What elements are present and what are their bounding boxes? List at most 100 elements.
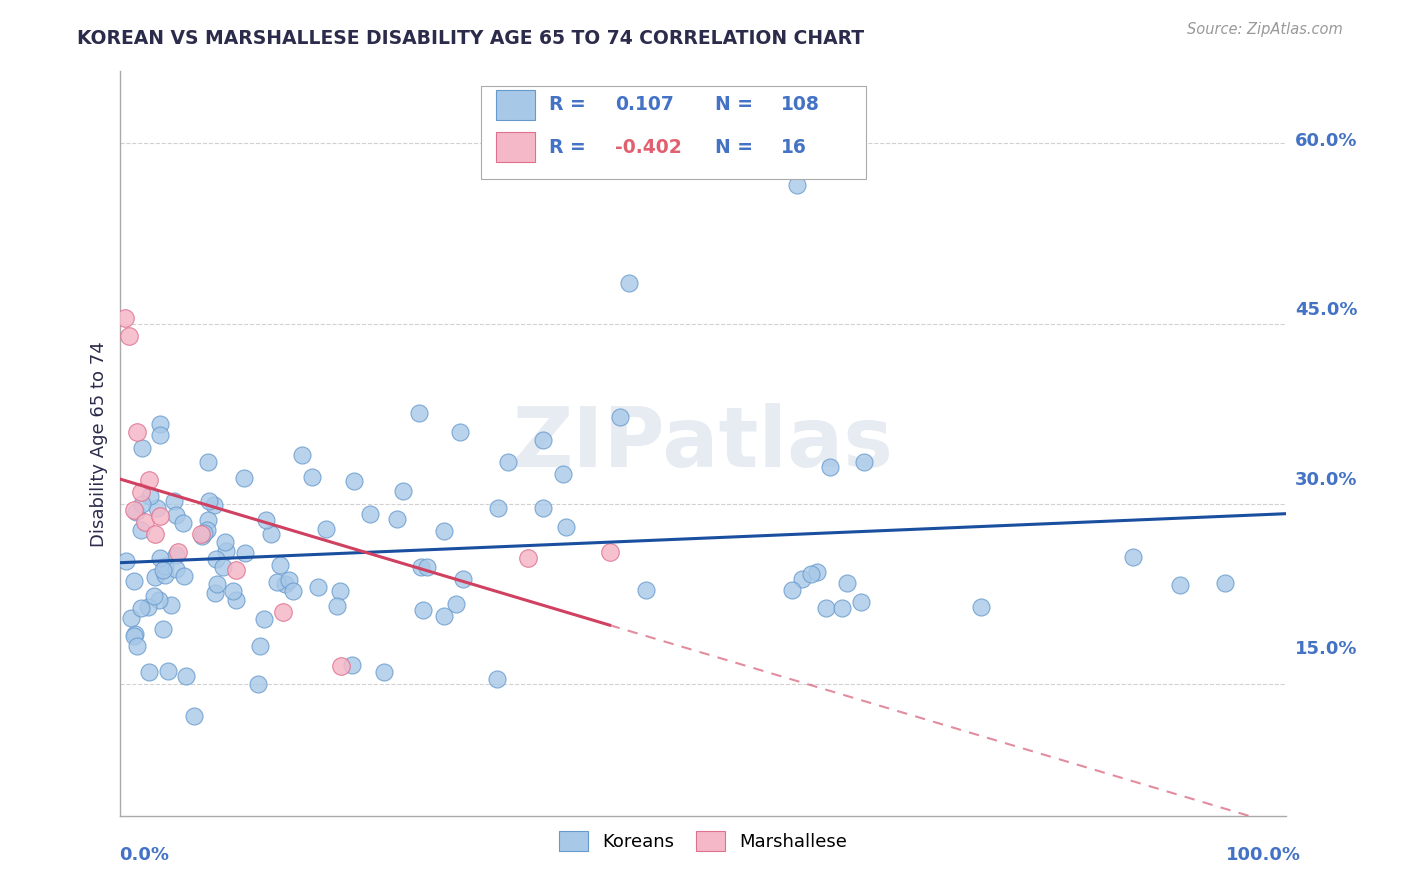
Point <box>204 585 226 599</box>
Text: Source: ZipAtlas.com: Source: ZipAtlas.com <box>1187 22 1343 37</box>
Point <box>266 575 288 590</box>
Point <box>408 406 430 420</box>
Point <box>786 178 808 193</box>
Point <box>326 599 349 613</box>
Point <box>1213 576 1236 591</box>
Point <box>152 622 174 636</box>
Point <box>444 597 467 611</box>
Point <box>273 577 295 591</box>
Point <box>498 455 520 469</box>
Point <box>780 583 803 598</box>
Point <box>249 639 271 653</box>
Point <box>340 658 363 673</box>
Point <box>125 639 148 653</box>
Point <box>800 566 823 581</box>
Point <box>191 529 214 543</box>
Text: ZIPatlas: ZIPatlas <box>513 403 893 484</box>
Point <box>165 508 187 522</box>
Point <box>152 563 174 577</box>
Point <box>215 544 238 558</box>
Point <box>193 526 215 541</box>
Point <box>225 563 247 577</box>
Point <box>818 460 841 475</box>
Point <box>156 664 179 678</box>
Point <box>160 598 183 612</box>
Point <box>486 673 509 687</box>
Point <box>252 612 274 626</box>
Point <box>198 494 221 508</box>
Point <box>617 276 640 290</box>
Point <box>114 554 136 568</box>
Point <box>291 449 314 463</box>
Text: R =: R = <box>548 138 586 157</box>
Point <box>233 546 256 560</box>
Point <box>183 708 205 723</box>
Text: 100.0%: 100.0% <box>1226 846 1301 863</box>
Text: N =: N = <box>714 138 752 157</box>
Point <box>277 573 299 587</box>
Point <box>205 577 228 591</box>
Point <box>125 505 148 519</box>
Point <box>517 550 540 565</box>
Point <box>254 513 277 527</box>
Point <box>166 545 188 559</box>
Point <box>1122 549 1144 564</box>
Point <box>385 511 408 525</box>
Point <box>143 569 166 583</box>
Point <box>432 524 454 538</box>
Bar <box>496 132 534 162</box>
Text: -0.402: -0.402 <box>616 138 682 157</box>
Point <box>195 523 218 537</box>
Point <box>214 535 236 549</box>
Point <box>163 493 186 508</box>
Text: 108: 108 <box>782 95 820 114</box>
Point <box>134 515 156 529</box>
FancyBboxPatch shape <box>481 87 866 179</box>
Point <box>412 603 434 617</box>
Text: 16: 16 <box>782 138 807 157</box>
Point <box>222 584 245 599</box>
Point <box>143 589 166 603</box>
Point <box>373 665 395 679</box>
Point <box>599 545 621 559</box>
Point <box>131 441 153 455</box>
Point <box>609 409 631 424</box>
Point <box>202 498 225 512</box>
Point <box>634 583 657 598</box>
Point <box>343 474 366 488</box>
Point <box>172 516 194 530</box>
Point <box>129 601 152 615</box>
Text: 0.0%: 0.0% <box>120 846 170 863</box>
Point <box>148 592 170 607</box>
Y-axis label: Disability Age 65 to 74: Disability Age 65 to 74 <box>90 341 108 547</box>
Point <box>138 473 160 487</box>
Text: KOREAN VS MARSHALLESE DISABILITY AGE 65 TO 74 CORRELATION CHART: KOREAN VS MARSHALLESE DISABILITY AGE 65 … <box>77 29 865 47</box>
Point <box>790 572 813 586</box>
Point <box>853 455 876 469</box>
Point <box>122 629 145 643</box>
Point <box>392 484 415 499</box>
Point <box>165 562 187 576</box>
Point <box>125 425 148 439</box>
Point <box>138 600 160 615</box>
Point <box>149 428 172 442</box>
Point <box>260 527 283 541</box>
Point <box>131 497 153 511</box>
Point <box>190 527 212 541</box>
Point <box>149 508 172 523</box>
Bar <box>496 90 534 120</box>
Point <box>411 560 433 574</box>
Point <box>122 574 145 589</box>
Point <box>1168 578 1191 592</box>
Point <box>212 560 235 574</box>
Point <box>129 523 152 537</box>
Point <box>301 469 323 483</box>
Point <box>329 584 352 599</box>
Point <box>197 455 219 469</box>
Point <box>124 627 146 641</box>
Point <box>315 522 337 536</box>
Point <box>118 328 141 343</box>
Point <box>486 501 509 516</box>
Point <box>453 572 475 586</box>
Point <box>173 569 195 583</box>
